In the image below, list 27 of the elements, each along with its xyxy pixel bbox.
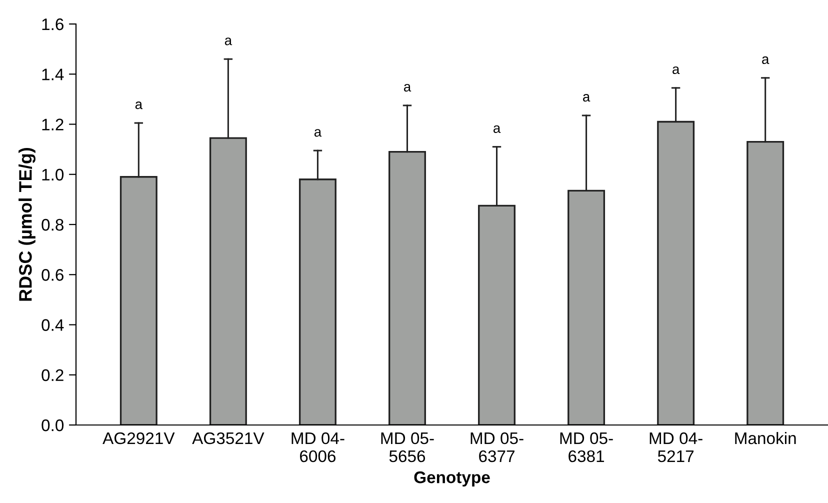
annotation: a (583, 94, 590, 102)
y-tick-label: 1.6 (42, 18, 64, 30)
x-axis-title: Genotype (414, 471, 490, 487)
annotation: a (224, 38, 232, 46)
annotation: a (493, 125, 501, 133)
x-tick-label: AG3521V (192, 432, 264, 444)
annotation: a (135, 102, 143, 110)
y-tick-label: 0.2 (42, 369, 64, 382)
y-axis-title: RDSC (µmol TE/g) (18, 148, 36, 301)
y-tick-label: 0.0 (42, 419, 64, 432)
annotation: a (762, 56, 770, 64)
x-tick-label: MD 05- 5656 (381, 432, 434, 462)
x-tick-label: AG2921V (102, 432, 175, 444)
y-tick-label: 0.6 (42, 269, 64, 281)
y-tick-label: 1.2 (42, 118, 64, 130)
y-tick-label: 1.0 (42, 168, 64, 181)
x-tick-label: MD 05- 6377 (470, 432, 524, 462)
y-tick-label: 0.4 (42, 319, 64, 331)
annotation: a (314, 129, 322, 137)
y-tick-label: 0.8 (42, 218, 64, 231)
x-tick-label: MD 04- 6006 (292, 432, 344, 462)
x-tick-label: MD 05- 6381 (560, 432, 613, 462)
x-tick-label: Manokin (735, 432, 796, 444)
y-tick-label: 1.4 (42, 68, 64, 80)
annotation: a (404, 84, 412, 92)
x-tick-label: MD 04- 5217 (650, 432, 702, 462)
annotation: a (672, 66, 680, 74)
